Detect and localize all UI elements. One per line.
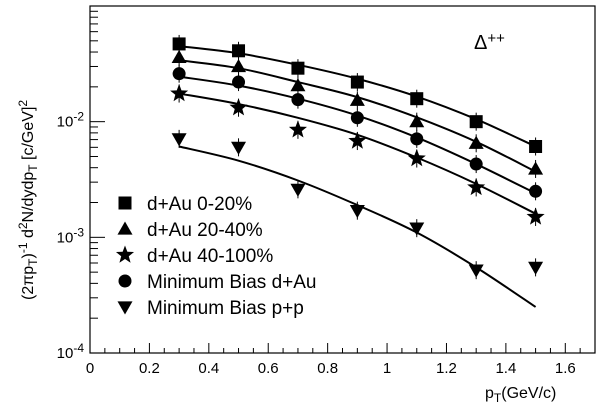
data-point-1-2 xyxy=(290,78,306,92)
data-point-2-0 xyxy=(170,84,189,102)
data-point-3-2 xyxy=(291,93,305,107)
data-point-4-3 xyxy=(349,205,365,219)
x-axis-label: pT(GeV/c) xyxy=(485,385,556,405)
legend-label-3: Minimum Bias d+Au xyxy=(147,272,316,293)
y-tick-label: 10-3 xyxy=(57,225,85,246)
legend-marker-1 xyxy=(117,221,133,235)
data-point-2-1 xyxy=(229,98,248,116)
x-tick-label: 1 xyxy=(383,360,391,377)
x-tick-label: 0.6 xyxy=(258,360,279,377)
y-tick-label: 10-2 xyxy=(57,110,85,131)
axes: 0 0.2 0.4 0.6 0.8 1 1.2 1.4 1.6 10-4 10-3 10-2 xyxy=(57,5,581,377)
data-points xyxy=(170,34,545,280)
data-point-4-1 xyxy=(231,141,247,155)
data-point-2-6 xyxy=(526,207,545,225)
x-tick-label: 1.2 xyxy=(436,360,457,377)
data-point-4-5 xyxy=(468,264,484,278)
legend-label-1: d+Au 20-40% xyxy=(147,220,263,241)
data-point-3-0 xyxy=(172,67,186,81)
x-tick-label: 0 xyxy=(86,360,94,377)
data-point-3-3 xyxy=(350,111,364,125)
data-point-0-4 xyxy=(410,92,424,106)
data-point-2-2 xyxy=(288,120,307,138)
data-point-1-4 xyxy=(409,114,425,128)
data-point-0-2 xyxy=(291,61,305,75)
data-point-3-4 xyxy=(410,132,424,146)
data-point-3-6 xyxy=(529,184,543,198)
data-point-2-4 xyxy=(407,149,426,167)
particle-annotation: Δ++ xyxy=(474,30,505,54)
data-point-4-6 xyxy=(528,261,544,275)
x-tick-label: 0.8 xyxy=(317,360,338,377)
data-point-1-6 xyxy=(528,161,544,175)
data-point-1-3 xyxy=(349,92,365,106)
legend-label-0: d+Au 0-20% xyxy=(147,194,252,215)
data-point-4-2 xyxy=(290,183,306,197)
data-point-0-1 xyxy=(232,44,246,58)
data-point-0-0 xyxy=(172,37,186,51)
y-axis-label: (2πpT)-1 d2N/dydpT [c/GeV]2 xyxy=(16,100,40,300)
legend: d+Au 0-20% d+Au 20-40% d+Au 40-100% Minimum… xyxy=(115,194,316,319)
y-tick-label: 10-4 xyxy=(57,341,85,362)
legend-marker-4 xyxy=(117,301,133,315)
data-point-4-0 xyxy=(171,133,187,147)
x-tick-label: 1.6 xyxy=(555,360,576,377)
data-point-1-0 xyxy=(171,49,187,63)
legend-label-2: d+Au 40-100% xyxy=(147,246,273,267)
x-tick-label: 1.4 xyxy=(495,360,516,377)
data-point-0-6 xyxy=(529,139,543,153)
legend-marker-3 xyxy=(118,274,132,288)
legend-marker-0 xyxy=(118,196,132,210)
data-point-3-5 xyxy=(469,157,483,171)
legend-label-4: Minimum Bias p+p xyxy=(147,298,304,319)
data-point-2-5 xyxy=(467,177,486,196)
data-point-0-5 xyxy=(469,115,483,129)
data-point-4-4 xyxy=(409,222,425,236)
data-point-3-1 xyxy=(232,75,246,89)
data-point-1-5 xyxy=(468,135,484,149)
data-point-2-3 xyxy=(348,131,367,149)
data-point-0-3 xyxy=(350,75,364,89)
legend-marker-2 xyxy=(115,245,135,263)
x-tick-label: 0.4 xyxy=(198,360,219,377)
data-point-1-1 xyxy=(231,58,247,73)
x-tick-label: 0.2 xyxy=(139,360,160,377)
